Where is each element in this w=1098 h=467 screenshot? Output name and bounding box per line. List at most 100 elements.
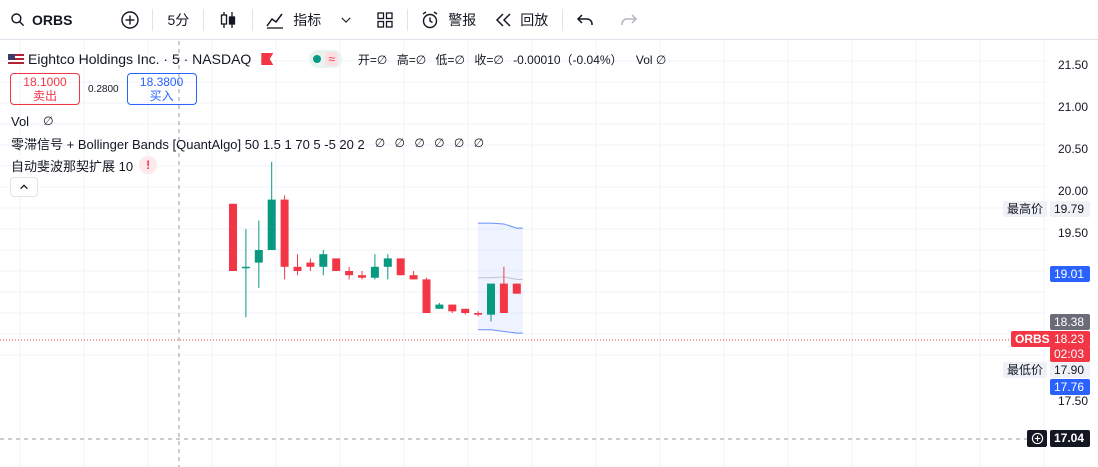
chart-grid <box>0 41 1046 467</box>
interval-button[interactable]: 5分 <box>153 0 203 40</box>
candle <box>422 277 431 313</box>
candle <box>267 161 276 250</box>
layouts-button[interactable] <box>363 0 407 40</box>
top-toolbar: ORBS 5分 指标 <box>0 0 1098 40</box>
chevron-up-icon <box>20 184 28 190</box>
candle-body <box>267 199 276 250</box>
open-value: 开=∅ <box>357 52 388 67</box>
bb-lower-tag: 17.76 <box>1050 379 1090 395</box>
candle <box>241 229 250 318</box>
candle-body <box>293 266 302 271</box>
low-price-label: 最低价 <box>1003 362 1048 378</box>
buy-label: 买入 <box>149 89 174 103</box>
search-icon <box>11 12 25 26</box>
compare-button[interactable] <box>108 0 152 40</box>
candle-body <box>512 283 521 294</box>
fib-indicator-row[interactable]: 自动斐波那契扩展 10 ! <box>8 154 672 176</box>
candles <box>229 161 521 322</box>
market-status-pill[interactable]: ≈ <box>309 50 342 68</box>
candle-body <box>358 275 366 278</box>
candle <box>396 258 405 276</box>
last-price-tag: 18.23 <box>1050 331 1090 347</box>
interval-label: 5分 <box>167 11 190 28</box>
candles-icon <box>221 11 236 28</box>
candle-body <box>461 308 470 313</box>
buy-button[interactable]: 18.3800 买入 <box>126 73 197 105</box>
indicators-icon <box>266 13 284 29</box>
indicators-dropdown[interactable] <box>329 0 363 40</box>
toolbar-divider <box>203 8 205 31</box>
candle <box>280 195 289 280</box>
sell-button[interactable]: 18.1000 卖出 <box>10 73 80 105</box>
bollinger-upper-line <box>478 222 523 229</box>
candle <box>448 304 457 313</box>
candle-body <box>435 304 444 309</box>
candle-body <box>448 304 457 312</box>
replay-button[interactable]: 回放 <box>488 0 562 40</box>
price-tick: 19.50 <box>1057 226 1088 240</box>
chart-pane[interactable] <box>0 41 1098 467</box>
flag-icon[interactable] <box>261 53 274 65</box>
symbol-label: ORBS <box>32 11 73 28</box>
candle <box>345 266 354 280</box>
chevron-down-icon <box>341 17 351 23</box>
indicators-label: 指标 <box>293 11 322 28</box>
add-alert-button[interactable] <box>1027 430 1047 447</box>
alarm-clock-icon <box>422 10 438 28</box>
toolbar-divider <box>407 8 409 31</box>
candle-body <box>409 275 418 280</box>
toolbar-divider <box>562 8 564 31</box>
volume-indicator-value: ∅ <box>43 114 54 128</box>
collapse-legend-button[interactable] <box>10 177 38 197</box>
volume-indicator-row[interactable]: Vol ∅ <box>8 110 672 132</box>
low-price-value: 17.90 <box>1050 362 1090 378</box>
candle <box>306 258 315 271</box>
toolbar-divider <box>252 8 254 31</box>
warning-icon[interactable]: ! <box>139 156 158 174</box>
candle-body <box>487 283 495 315</box>
symbol-title[interactable]: Eightco Holdings Inc. · 5 · NASDAQ <box>28 51 252 67</box>
sell-label: 卖出 <box>32 89 57 103</box>
collapse-row <box>8 176 672 198</box>
candle-body <box>499 283 508 313</box>
high-price-value: 19.79 <box>1050 201 1090 217</box>
bollinger-indicator-row[interactable]: 零滞信号 + Bollinger Bands [QuantAlgo] 50 1.… <box>8 132 672 154</box>
volume-indicator-label: Vol <box>11 113 30 129</box>
bollinger-bands <box>478 222 523 334</box>
high-price-label: 最高价 <box>1003 201 1048 217</box>
alert-button[interactable]: 警报 <box>408 0 488 40</box>
countdown-tag: 02:03 <box>1050 346 1090 362</box>
symbol-search[interactable]: ORBS <box>0 0 108 40</box>
undo-button[interactable] <box>563 0 607 40</box>
fib-indicator-label: 自动斐波那契扩展 10 <box>11 158 134 174</box>
indicators-button[interactable]: 指标 <box>253 0 329 40</box>
price-tick: 21.50 <box>1057 58 1088 72</box>
bollinger-indicator-values: ∅ ∅ ∅ ∅ ∅ ∅ <box>374 136 485 150</box>
candle <box>229 203 237 271</box>
chart-legend: Eightco Holdings Inc. · 5 · NASDAQ ≈ 开=∅… <box>8 48 672 198</box>
candle-body <box>422 279 431 313</box>
bollinger-lower-line <box>478 329 523 334</box>
rewind-icon <box>496 12 511 27</box>
spread-value: 0.2800 <box>88 83 119 95</box>
candle <box>319 250 328 276</box>
price-tick: 20.50 <box>1057 142 1088 156</box>
buy-price: 18.3800 <box>139 75 184 89</box>
change-value: -0.00010（-0.04%） <box>513 52 623 67</box>
replay-label: 回放 <box>520 11 549 28</box>
sell-price: 18.1000 <box>23 75 67 89</box>
candle-body <box>396 258 405 276</box>
redo-button[interactable] <box>607 0 651 40</box>
wave-icon: ≈ <box>325 52 338 66</box>
bollinger-indicator-label: 零滞信号 + Bollinger Bands [QuantAlgo] 50 1.… <box>11 136 365 152</box>
undo-icon <box>577 13 593 25</box>
price-tick: 17.50 <box>1057 394 1088 408</box>
low-value: 低=∅ <box>435 52 465 67</box>
candle-body <box>319 254 328 267</box>
symbol-price-tag: ORBS <box>1011 331 1054 347</box>
crosshair-price-tag: 17.04 <box>1050 430 1090 447</box>
candle <box>358 271 366 280</box>
candle-body <box>370 266 379 278</box>
price-chart[interactable] <box>0 41 1098 467</box>
chart-type-button[interactable] <box>204 0 252 40</box>
